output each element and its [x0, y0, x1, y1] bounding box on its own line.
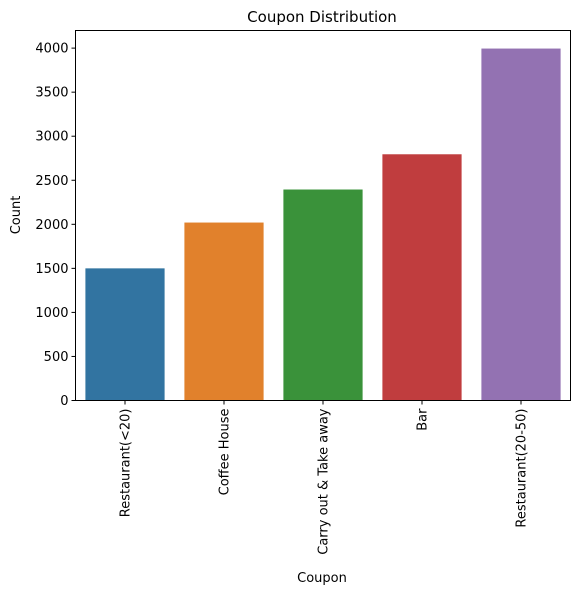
bars-group — [85, 48, 561, 401]
x-tick-label-0: Restaurant(<20) — [119, 409, 134, 518]
x-axis-label: Coupon — [297, 571, 347, 586]
bar-1 — [184, 222, 264, 401]
bar-0 — [85, 268, 165, 401]
x-axis-ticks: Restaurant(<20) Coffee House Carry out & T… — [119, 400, 530, 555]
y-tick-label-8: 4000 — [35, 42, 68, 57]
y-tick-label-5: 2500 — [35, 174, 68, 189]
bar-4 — [481, 48, 561, 401]
chart-title: Coupon Distribution — [247, 8, 397, 26]
y-tick-label-1: 500 — [44, 350, 69, 365]
bar-3 — [382, 154, 462, 401]
bar-2 — [283, 189, 363, 401]
y-tick-label-2: 1000 — [35, 306, 68, 321]
x-tick-label-1: Coffee House — [218, 409, 233, 496]
y-tick-label-6: 3000 — [35, 130, 68, 145]
x-tick-label-3: Bar — [416, 408, 431, 431]
y-tick-label-4: 2000 — [35, 218, 68, 233]
y-axis-ticks: 0 500 1000 1500 2000 2500 3000 3500 4000 — [35, 42, 76, 409]
x-tick-label-4: Restaurant(20-50) — [515, 409, 530, 528]
y-tick-label-3: 1500 — [35, 262, 68, 277]
y-tick-label-7: 3500 — [35, 86, 68, 101]
x-tick-label-2: Carry out & Take away — [317, 408, 332, 555]
plot-frame — [75, 30, 571, 401]
y-tick-label-0: 0 — [60, 394, 68, 409]
y-axis-label: Count — [9, 196, 24, 235]
